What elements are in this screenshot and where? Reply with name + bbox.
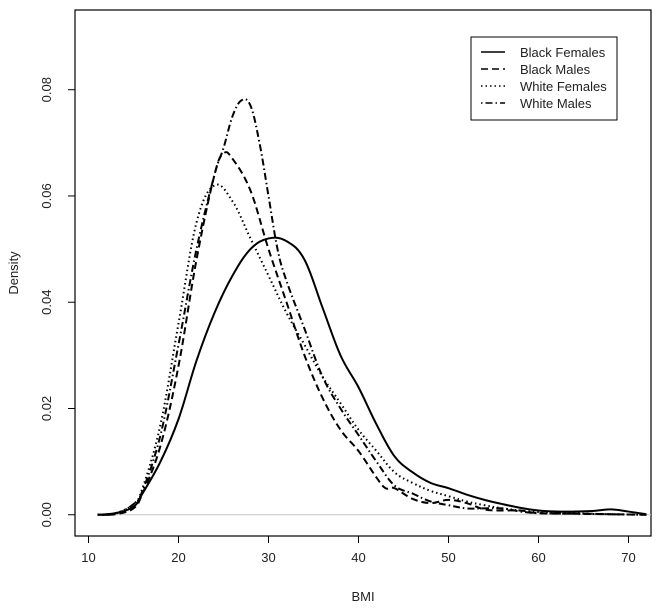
series-line-black-females [97,236,647,516]
x-tick-label: 10 [81,550,95,565]
series-line-white-males [97,98,647,516]
y-tick-label: 0.02 [39,396,54,421]
x-axis-title: BMI [351,589,374,604]
x-tick-label: 30 [261,550,275,565]
legend-label: Black Males [520,62,591,77]
y-axis-title: Density [6,251,21,295]
legend-box [470,36,618,121]
y-tick-label: 0.08 [39,77,54,102]
x-tick-label: 60 [531,550,545,565]
x-tick-label: 50 [441,550,455,565]
x-tick-label: 40 [351,550,365,565]
series-line-black-males [97,151,647,516]
x-axis: 10 20 30 40 50 60 70 [81,535,636,565]
y-tick-label: 0.00 [39,502,54,527]
y-tick-label: 0.04 [39,290,54,315]
legend: Black Females Black Males White Females Whi… [470,36,618,121]
x-tick-label: 70 [621,550,635,565]
legend-label: Black Females [520,45,606,60]
x-tick-label: 20 [171,550,185,565]
legend-label: White Females [520,79,607,94]
y-axis: 0.00 0.02 0.04 0.06 0.08 [39,77,76,527]
series-layer [97,98,647,516]
legend-label: White Males [520,96,592,111]
y-tick-label: 0.06 [39,183,54,208]
